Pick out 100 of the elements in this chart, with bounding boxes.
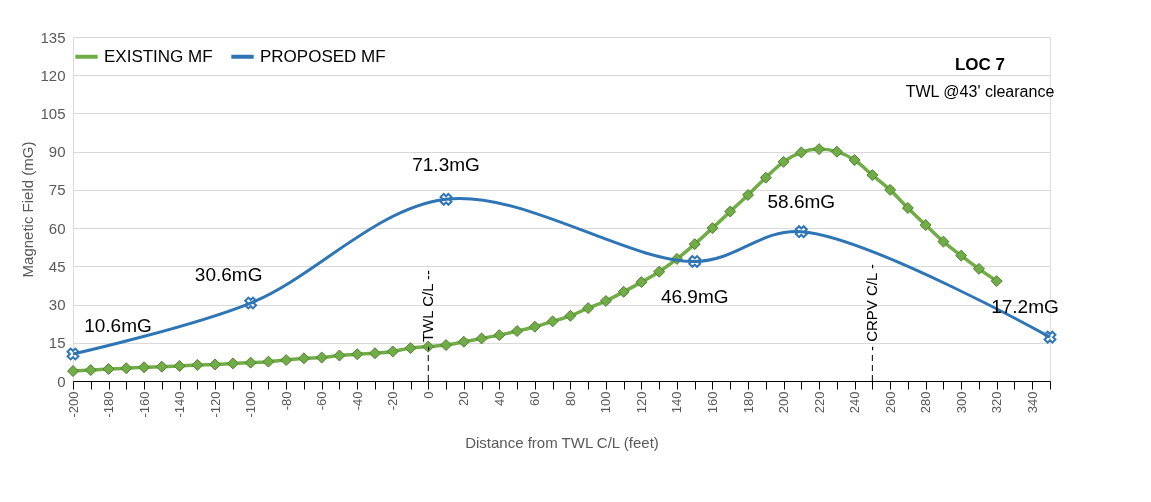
y-tick-label: 0 [57, 372, 66, 390]
point [528, 320, 541, 333]
ref-line-label: - TWL C/L -- [419, 269, 437, 351]
point [795, 146, 808, 159]
point [599, 295, 612, 307]
legend-label: PROPOSED MF [260, 46, 386, 66]
y-tick-label: 120 [40, 66, 66, 84]
point [794, 225, 808, 239]
point [297, 352, 310, 365]
point [901, 202, 914, 214]
point [351, 348, 364, 361]
point [759, 171, 772, 184]
x-tick-label: 40 [491, 391, 507, 406]
x-tick-label: -100 [243, 391, 259, 418]
x-tick-label: 60 [527, 391, 543, 406]
x-tick-label: 300 [953, 391, 969, 414]
point [635, 276, 648, 289]
annotation: LOC 7 [954, 55, 1006, 74]
x-tick-label: -60 [314, 391, 330, 411]
x-tick-label: 120 [633, 391, 649, 414]
point [564, 309, 577, 322]
data-label: 71.3mG [412, 154, 480, 176]
point [120, 362, 133, 375]
data-label: 46.9mG [660, 286, 729, 308]
x-tick-label: -80 [278, 391, 294, 411]
point [919, 219, 932, 232]
x-tick-label: 20 [456, 391, 472, 406]
x-tick-label: 340 [1024, 391, 1040, 414]
x-tick-label: -160 [136, 391, 152, 418]
data-label: 10.6mG [84, 314, 152, 336]
x-tick-label: -200 [65, 391, 81, 418]
point [546, 315, 559, 328]
point [66, 347, 80, 361]
x-tick-label: 100 [598, 391, 614, 414]
y-tick-label: 75 [48, 181, 66, 199]
point [244, 356, 257, 369]
point [777, 155, 790, 168]
point [955, 249, 968, 262]
data-label: 17.2mG [991, 296, 1059, 318]
x-tick-label: -180 [101, 391, 117, 418]
x-tick-label: 240 [847, 391, 863, 414]
point [138, 361, 151, 374]
point [440, 339, 453, 352]
x-tick-label: 0 [420, 391, 436, 399]
point [830, 145, 843, 158]
point [511, 325, 524, 338]
point [386, 345, 399, 358]
y-tick-label: 135 [40, 28, 66, 46]
point [706, 222, 719, 235]
point [866, 169, 879, 182]
x-tick-label: 260 [882, 391, 898, 414]
y-tick-label: 45 [48, 257, 66, 275]
point [173, 359, 186, 372]
x-tick-label: -40 [349, 391, 365, 411]
point [742, 189, 754, 201]
point [724, 205, 737, 218]
point [813, 143, 826, 156]
annotation: TWL @43' clearance [905, 83, 1055, 100]
y-tick-label: 60 [48, 219, 66, 237]
point [439, 192, 453, 206]
ref-line-label: - CRPV C/L - [863, 264, 881, 351]
x-tick-label: 320 [989, 391, 1005, 414]
point [457, 335, 470, 348]
point [404, 342, 417, 355]
x-tick-label: 200 [776, 391, 792, 414]
point [67, 365, 79, 378]
point [280, 354, 293, 367]
point [617, 285, 630, 298]
x-tick-label: 160 [704, 391, 720, 414]
point [493, 329, 506, 342]
point [1043, 330, 1057, 344]
point [209, 358, 222, 371]
point [84, 364, 97, 377]
point [315, 351, 328, 364]
y-tick-label: 15 [48, 334, 66, 352]
point [582, 302, 595, 315]
point [848, 154, 861, 167]
x-tick-label: 220 [811, 391, 827, 414]
x-tick-label: -20 [385, 391, 401, 411]
point [191, 358, 204, 371]
x-tick-label: -120 [207, 391, 223, 418]
point [884, 183, 897, 196]
x-tick-label: 140 [669, 391, 685, 414]
point [688, 238, 701, 251]
point [475, 332, 488, 345]
x-axis-title: Distance from TWL C/L (feet) [465, 433, 659, 451]
point [653, 265, 666, 278]
legend-label: EXISTING MF [104, 46, 213, 66]
point [990, 275, 1003, 288]
point [155, 360, 168, 373]
point [972, 262, 985, 275]
point [262, 355, 275, 368]
point [244, 296, 258, 310]
point [688, 255, 702, 268]
x-tick-label: 80 [562, 391, 578, 406]
data-label: 58.6mG [767, 190, 836, 212]
point [226, 357, 239, 370]
point [102, 363, 115, 375]
y-tick-label: 30 [48, 296, 66, 314]
y-axis-title: Magnetic Field (mG) [19, 141, 37, 278]
